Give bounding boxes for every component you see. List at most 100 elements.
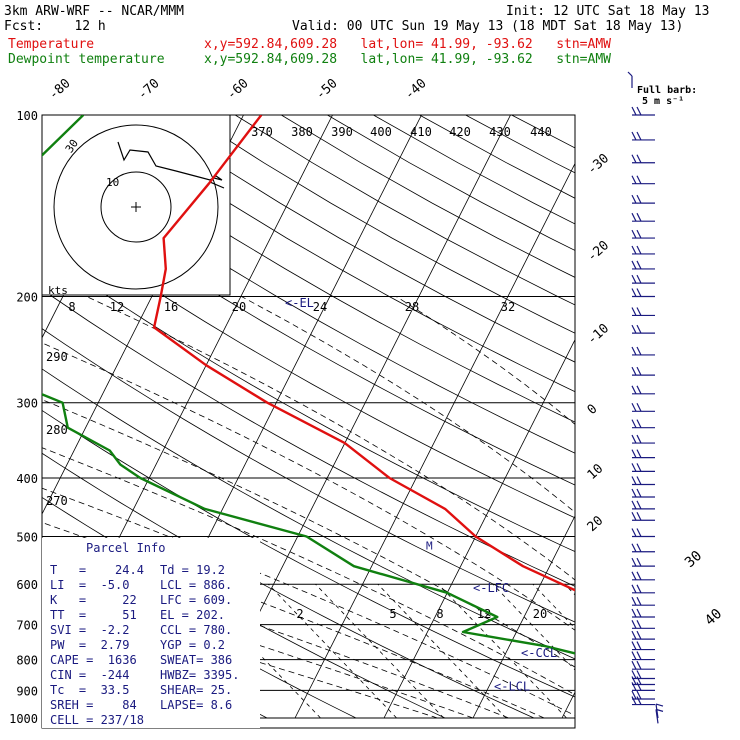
dry-adiabat-440 [373, 115, 575, 225]
moist-adiabat-0 [42, 576, 474, 719]
wind-barb-flag [636, 346, 642, 356]
dewpoint-legend: Dewpoint temperature [8, 52, 165, 67]
wind-barb-flag [631, 324, 637, 334]
dry-adiabat-360 [42, 141, 575, 454]
isotherm-label--10: -10 [585, 321, 612, 348]
mixing-ratio-lines [192, 583, 575, 719]
wind-barb-flag [636, 194, 642, 204]
wind-barb-flag [631, 212, 637, 222]
mixing-ratio-label-2: 2 [296, 607, 303, 621]
dewpoint-location: x,y=592.84,609.28 lat,lon= 41.99, -93.62… [204, 52, 611, 67]
dry-adiabat-320 [42, 288, 575, 587]
wind-barb-flag [636, 512, 642, 521]
wind-barb-flag [636, 476, 642, 485]
parcel-row-left: SREH = 84 [50, 698, 137, 712]
dry-adiabat-340 [42, 213, 575, 519]
wind-barb-flag [631, 106, 637, 116]
dry-adiabat-450 [419, 115, 575, 199]
theta-e-label-380: 380 [291, 125, 313, 139]
wind-barb-flag [636, 419, 642, 428]
wind-barb [655, 703, 659, 719]
parcel-row-right: LCL = 886. [160, 578, 232, 592]
wind-barb-flag [636, 596, 642, 606]
wind-barb-flag [636, 212, 642, 222]
wind-barb-flag [631, 274, 637, 284]
pressure-tick-label-300: 300 [16, 397, 38, 411]
theta-e-label-370: 370 [251, 125, 273, 139]
wind-barb-flag [631, 434, 637, 444]
theta-label-290: 290 [46, 350, 68, 364]
wind-barb-flag [655, 708, 664, 712]
parcel-row-left: CAPE = 1636 [50, 653, 137, 667]
isotherm--10 [383, 338, 575, 719]
parcel-row-left: K = 22 [50, 593, 137, 607]
wind-barb-flag [636, 175, 642, 184]
wind-barb-flag [631, 608, 637, 618]
pressure-tick-label-200: 200 [16, 291, 38, 305]
wind-barb-flag [631, 307, 637, 316]
wind-barb-flag [631, 670, 637, 679]
wind-barb-flag [631, 690, 637, 700]
mixing-ratio-2 [268, 583, 397, 719]
wind-barb-flag [636, 696, 642, 705]
wind-barb-flag [631, 175, 637, 184]
wind-barb-flag [636, 630, 642, 640]
wind-barb-flag [631, 596, 637, 606]
isotherm-0 [472, 515, 575, 719]
mixing-ratio-12 [492, 583, 575, 671]
isotherm-label-20: 20 [585, 513, 607, 535]
parcel-row-right: LFC = 609. [160, 593, 232, 607]
isotherm-label--60: -60 [224, 76, 251, 103]
wind-barb-flag [631, 528, 637, 537]
wind-barb-flag [636, 571, 642, 581]
pressure-tick-label-100: 100 [16, 109, 38, 123]
pressure-tick-label-1000: 1000 [9, 712, 38, 726]
isotherm-label-10: 10 [585, 461, 607, 483]
wind-barb-flag [655, 703, 664, 707]
moist-adiabat-32 [241, 296, 575, 513]
dry-adiabat-390 [142, 115, 575, 363]
isotherm-label-0: 0 [585, 402, 601, 418]
wind-barb-flag [636, 385, 642, 395]
hodograph-ring-label-30: 30 [63, 137, 81, 155]
wind-barb-flag [631, 476, 637, 485]
dry-adiabat-310 [42, 328, 575, 623]
parcel-info-title: Parcel Info [86, 541, 165, 555]
mixing-ratio-label-12: 12 [477, 607, 491, 621]
model-title: 3km ARW-WRF -- NCAR/MMM [4, 4, 185, 19]
wind-barb-flag [636, 620, 642, 629]
parcel-row-left: Tc = 33.5 [50, 683, 129, 697]
parcel-row-right: YGP = 0.2 [160, 638, 225, 652]
wind-barb-flag [636, 690, 642, 700]
wind-barb-flag [636, 131, 642, 141]
wind-barb-flag [636, 307, 642, 316]
parcel-level-ccl: <-CCL [521, 646, 557, 660]
wind-barb-flag [636, 403, 642, 412]
wind-barb-flag [631, 366, 637, 376]
dewpoint-profile [42, 115, 575, 655]
isotherm-label--50: -50 [313, 76, 340, 103]
wind-barb-flag [631, 660, 637, 670]
sounding-series [42, 115, 575, 655]
theta-label-270: 270 [46, 494, 68, 508]
wind-barb-flag [631, 676, 637, 685]
parcel-row-right: LAPSE= 8.6 [160, 698, 232, 712]
wind-barb-flag [636, 229, 642, 239]
parcel-level-lfc: <-LFC [473, 581, 509, 595]
parcel-row-left: PW = 2.79 [50, 638, 129, 652]
temperature-profile [152, 115, 575, 592]
theta-e-label-390: 390 [331, 125, 353, 139]
dry-adiabat-380 [96, 115, 575, 393]
wind-barb-flag [631, 288, 637, 297]
wind-barb-flag [636, 274, 642, 284]
theta-label-280: 280 [46, 423, 68, 437]
isotherm-label-40: 40 [702, 606, 725, 629]
wind-barb-flag [631, 500, 637, 510]
wind-barb-flag [631, 696, 637, 705]
wind-barb [655, 709, 659, 724]
hodograph-ring-label-32: 32 [501, 300, 515, 314]
isotherm-label--40: -40 [402, 76, 429, 103]
wind-barb-flag [636, 106, 642, 116]
wind-barb-flag [631, 419, 637, 428]
